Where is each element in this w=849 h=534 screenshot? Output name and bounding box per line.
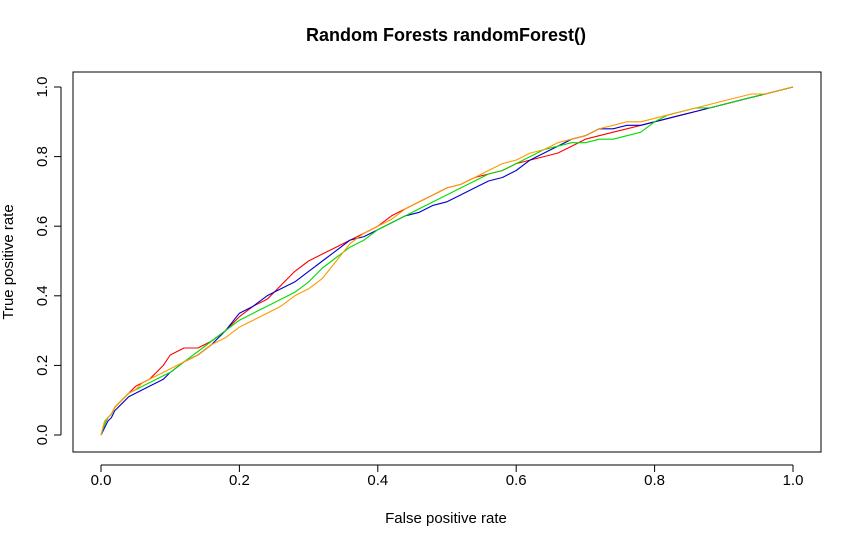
x-tick-label: 0.2 bbox=[229, 472, 250, 489]
x-tick-label: 0.0 bbox=[91, 472, 112, 489]
y-tick-label: 0.4 bbox=[34, 285, 51, 306]
x-tick-label: 1.0 bbox=[783, 472, 804, 489]
x-tick-label: 0.8 bbox=[644, 472, 665, 489]
series-layer bbox=[100, 86, 794, 436]
x-tick-label: 0.6 bbox=[506, 472, 527, 489]
y-tick-label: 0.0 bbox=[34, 425, 51, 446]
chart-title: Random Forests randomForest() bbox=[306, 25, 586, 45]
y-axis: 0.0 0.2 0.4 0.6 0.8 1.0 bbox=[34, 77, 62, 446]
y-tick-label: 0.2 bbox=[34, 355, 51, 376]
y-tick-label: 1.0 bbox=[34, 77, 51, 98]
x-axis-label: False positive rate bbox=[385, 510, 507, 527]
plot-frame bbox=[72, 71, 822, 453]
series-line-4 bbox=[100, 86, 794, 436]
y-tick-label: 0.8 bbox=[34, 146, 51, 167]
y-tick-label: 0.6 bbox=[34, 216, 51, 237]
x-axis: 0.0 0.2 0.4 0.6 0.8 1.0 bbox=[91, 464, 804, 489]
series-line-1 bbox=[100, 86, 794, 436]
y-axis-label: True positive rate bbox=[0, 204, 17, 319]
series-line-2 bbox=[100, 86, 794, 436]
series-line-3 bbox=[100, 86, 794, 436]
x-tick-label: 0.4 bbox=[367, 472, 388, 489]
